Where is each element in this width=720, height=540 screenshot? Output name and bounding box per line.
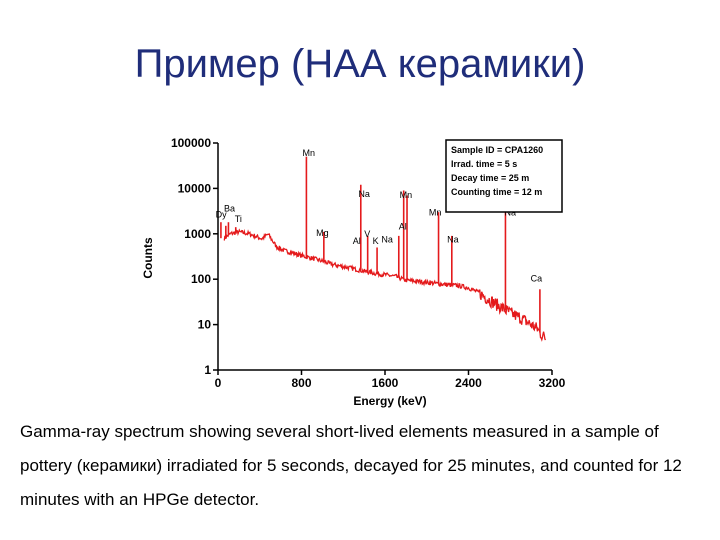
y-tick-label: 100000	[171, 136, 211, 150]
y-tick-label: 1	[204, 363, 211, 377]
x-axis-label: Energy (keV)	[353, 394, 426, 408]
peak-label: Na	[381, 234, 393, 244]
y-axis-label: Counts	[141, 237, 155, 279]
peak-labels: MnNaMnMnNaDyBaTiMgAlVKNaAlNaCa	[216, 148, 542, 283]
legend-line: Sample ID = CPA1260	[451, 145, 543, 155]
y-tick-label: 10	[198, 318, 212, 332]
peak-label: Al	[353, 236, 361, 246]
peak-label: Dy	[216, 209, 227, 219]
y-tick-label: 1000	[184, 227, 211, 241]
peak-label: Al	[399, 221, 407, 231]
peak-label: Mn	[429, 207, 442, 217]
spectrum-line	[223, 228, 547, 342]
slide-caption: Gamma-ray spectrum showing several short…	[20, 422, 682, 509]
legend-line: Irrad. time = 5 s	[451, 159, 517, 169]
peak-label: Mg	[316, 228, 329, 238]
peak-label: Ti	[235, 214, 242, 224]
x-tick-label: 2400	[455, 376, 482, 390]
peak-label: Na	[358, 189, 370, 199]
legend-line: Decay time = 25 m	[451, 173, 529, 183]
x-ticks: 0 800 1600 2400 3200	[215, 370, 566, 390]
x-tick-label: 0	[215, 376, 222, 390]
sample-info-legend: Sample ID = CPA1260 Irrad. time = 5 s Deca…	[445, 139, 563, 213]
x-tick-label: 3200	[539, 376, 566, 390]
legend-box	[445, 139, 563, 213]
peak-label: K	[373, 236, 379, 246]
peak-label: Mn	[303, 148, 316, 158]
slide-title: Пример (НАА керамики)	[134, 42, 586, 86]
x-tick-label: 800	[291, 376, 311, 390]
spectrum-series	[220, 156, 547, 342]
peak-label: Na	[447, 234, 459, 244]
x-tick-label: 1600	[372, 376, 399, 390]
peak-label: Ca	[531, 273, 543, 283]
peak-label: V	[364, 229, 370, 239]
y-ticks: 1 10 100 1000 10000 100000	[171, 136, 218, 377]
peak-label: Ba	[224, 203, 235, 213]
y-tick-label: 100	[191, 272, 211, 286]
peak-label: Mn	[400, 190, 413, 200]
y-tick-label: 10000	[178, 181, 212, 195]
legend-line: Counting time = 12 m	[451, 187, 542, 197]
